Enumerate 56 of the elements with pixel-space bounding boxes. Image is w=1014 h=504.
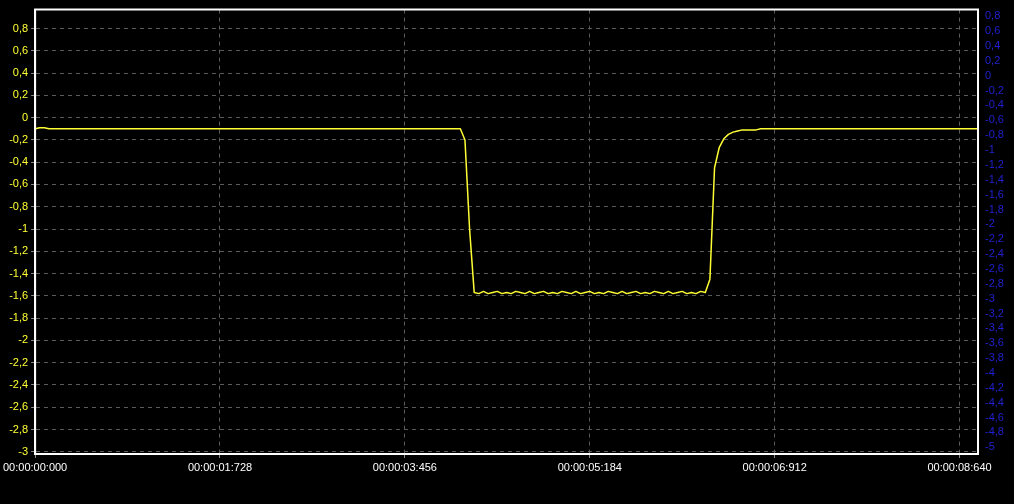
x-tick-label: 00:00:08:640 <box>927 460 992 473</box>
y2-tick-label: -3 <box>985 291 995 304</box>
y2-tick-label: -4 <box>985 366 995 379</box>
y-tick-label: -1,4 <box>9 266 29 279</box>
y2-tick-label: -0,8 <box>985 128 1004 141</box>
y2-tick-label: -0,6 <box>985 113 1004 126</box>
y2-tick-label: -0,2 <box>985 83 1004 96</box>
y2-tick-label: -3,2 <box>985 306 1004 319</box>
y-tick-label: -0,8 <box>9 199 29 212</box>
y2-tick-label: -2,6 <box>985 261 1004 274</box>
y-tick-label: -2,4 <box>9 377 29 390</box>
y-tick-label: 0,4 <box>12 66 29 79</box>
x-tick-label: 00:00:03:456 <box>372 460 437 473</box>
y2-tick-label: 0,8 <box>985 9 1001 22</box>
y2-tick-label: -4,4 <box>985 395 1004 408</box>
y2-tick-label: -2 <box>985 217 995 230</box>
y2-tick-label: -5 <box>985 440 995 453</box>
y2-tick-label: -2,2 <box>985 232 1004 245</box>
y-tick-label: -0,4 <box>9 155 29 168</box>
y2-tick-label: -4,8 <box>985 425 1004 438</box>
y2-tick-label: -1,8 <box>985 202 1004 215</box>
y-tick-label: -1,6 <box>9 288 29 301</box>
y2-tick-label: -2,4 <box>985 247 1004 260</box>
y2-tick-label: -3,4 <box>985 321 1004 334</box>
y-tick-label: -3 <box>18 444 29 457</box>
y-tick-label: -1,8 <box>9 311 29 324</box>
y-tick-label: -2,2 <box>9 355 29 368</box>
y-tick-label: -0,2 <box>9 132 29 145</box>
y2-tick-label: -1,6 <box>985 187 1004 200</box>
y2-tick-label: -3,6 <box>985 336 1004 349</box>
y2-tick-label: -1 <box>985 143 995 156</box>
y-tick-label: -0,6 <box>9 177 29 190</box>
y2-tick-label: 0 <box>985 68 992 81</box>
y-tick-label: 0 <box>21 110 29 123</box>
y2-tick-label: -4,6 <box>985 410 1004 423</box>
x-tick-label: 00:00:01:728 <box>187 460 253 473</box>
y2-tick-label: -0,4 <box>985 98 1004 111</box>
y-tick-label: 0,8 <box>12 21 29 34</box>
y-tick-label: 0,2 <box>12 88 29 101</box>
x-tick-label: 00:00:06:912 <box>742 460 807 473</box>
y2-tick-label: -2,8 <box>985 276 1004 289</box>
y2-tick-label: 0,6 <box>985 24 1001 37</box>
y2-tick-label: 0,4 <box>985 39 1001 52</box>
y-tick-label: -2 <box>18 333 29 346</box>
y-tick-label: -2,8 <box>9 422 29 435</box>
x-tick-label: 00:00:00:000 <box>3 460 68 473</box>
y2-tick-label: 0,2 <box>985 53 1001 66</box>
y2-tick-label: -4,2 <box>985 380 1004 393</box>
y2-tick-label: -3,8 <box>985 351 1004 364</box>
y2-tick-label: -1,2 <box>985 157 1004 170</box>
y-tick-label: 0,6 <box>12 43 29 56</box>
y-tick-label: -2,6 <box>9 400 29 413</box>
x-tick-label: 00:00:05:184 <box>557 460 622 473</box>
y-tick-label: -1,2 <box>9 244 29 257</box>
y-tick-label: -1 <box>18 222 29 235</box>
y2-tick-label: -1,4 <box>985 172 1004 185</box>
